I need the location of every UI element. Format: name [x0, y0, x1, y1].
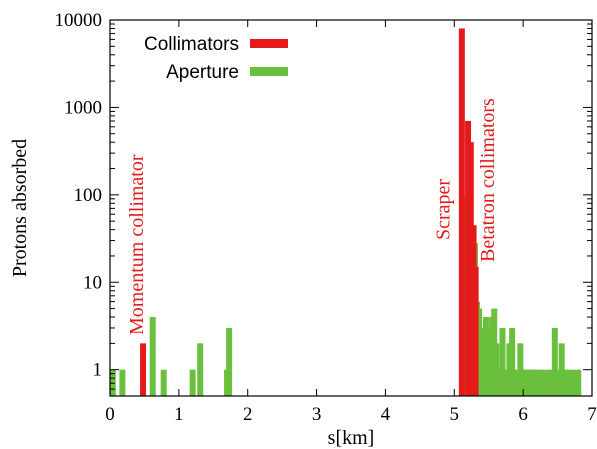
legend: Collimators Aperture — [144, 34, 288, 83]
annotation-0: Momentum collimator — [126, 154, 148, 335]
aperture-bar-2 — [149, 317, 156, 396]
x-tick-label-7: 7 — [587, 404, 597, 425]
aperture-bar-4 — [189, 369, 196, 396]
collimators-bar-5 — [472, 266, 479, 396]
x-tick-label-3: 3 — [312, 404, 322, 425]
y-tick-label-2: 100 — [74, 185, 103, 206]
aperture-bar-26 — [499, 327, 506, 396]
x-tick-label-5: 5 — [450, 404, 460, 425]
legend-label-1: Aperture — [166, 62, 239, 83]
aperture-bar-44 — [554, 369, 561, 396]
collimators-bar-0 — [140, 343, 147, 396]
legend-swatch-0 — [250, 39, 288, 48]
y-tick-label-1: 10 — [83, 272, 102, 293]
aperture-bar-48 — [575, 369, 582, 396]
bars-layer — [109, 28, 582, 397]
annotations-layer: Momentum collimator Scraper Betatron colli… — [126, 98, 499, 335]
aperture-bar-39 — [533, 369, 540, 396]
aperture-bar-43 — [551, 327, 558, 396]
legend-label-0: Collimators — [144, 34, 239, 55]
x-axis-label: s[km] — [328, 427, 375, 449]
y-tick-label-3: 1000 — [64, 97, 102, 118]
x-tick-label-2: 2 — [243, 404, 253, 425]
collimators-bar-1 — [458, 28, 465, 397]
x-tick-label-0: 0 — [105, 404, 115, 425]
aperture-bar-45 — [558, 343, 565, 396]
aperture-bar-3 — [160, 369, 167, 396]
y-axis-label: Protons absorbed — [9, 139, 31, 277]
ticks-layer: 0 1 2 3 4 5 6 7 1 10 100 1000 10000 — [55, 10, 597, 425]
x-tick-label-4: 4 — [381, 404, 391, 425]
annotation-2: Betatron collimators — [477, 98, 499, 262]
aperture-bar-46 — [564, 369, 571, 396]
aperture-bar-40 — [538, 369, 545, 396]
aperture-bar-47 — [569, 369, 576, 396]
y-tick-label-0: 1 — [93, 360, 103, 381]
x-tick-label-1: 1 — [174, 404, 184, 425]
aperture-bar-5 — [197, 343, 204, 396]
y-tick-label-4: 10000 — [55, 10, 103, 31]
annotation-1: Scraper — [432, 179, 454, 240]
aperture-bar-41 — [543, 369, 550, 396]
aperture-bar-30 — [509, 327, 516, 396]
legend-swatch-1 — [250, 67, 288, 76]
x-tick-label-6: 6 — [518, 404, 528, 425]
aperture-bar-7 — [226, 327, 233, 396]
aperture-bar-1 — [119, 369, 126, 396]
